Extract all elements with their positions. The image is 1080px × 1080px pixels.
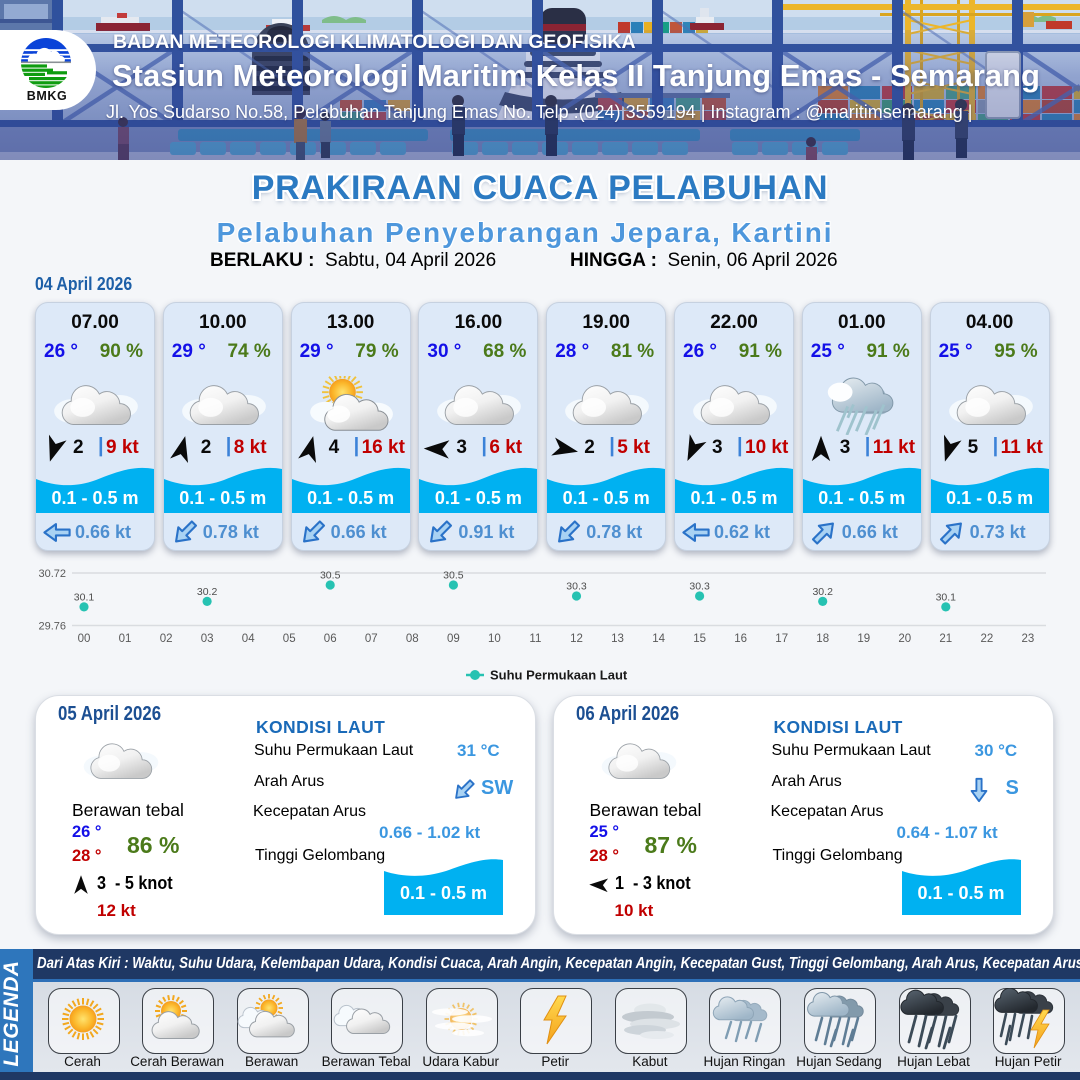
svg-text:17: 17 xyxy=(775,633,788,645)
svg-text:19: 19 xyxy=(857,633,870,645)
svg-text:15: 15 xyxy=(693,633,706,645)
svg-text:07: 07 xyxy=(365,633,378,645)
svg-text:18: 18 xyxy=(816,633,829,645)
svg-text:30.2: 30.2 xyxy=(812,586,833,598)
svg-text:05: 05 xyxy=(283,633,296,645)
svg-text:14: 14 xyxy=(652,633,665,645)
svg-text:30.3: 30.3 xyxy=(689,581,710,593)
svg-text:00: 00 xyxy=(78,633,91,645)
svg-text:30.1: 30.1 xyxy=(74,591,95,603)
svg-text:30.5: 30.5 xyxy=(443,570,464,582)
svg-text:29.76: 29.76 xyxy=(38,621,66,633)
svg-text:30.72: 30.72 xyxy=(38,568,66,580)
svg-text:02: 02 xyxy=(160,633,173,645)
svg-text:04: 04 xyxy=(242,633,255,645)
svg-text:Suhu Permukaan Laut: Suhu Permukaan Laut xyxy=(490,668,628,683)
svg-text:06: 06 xyxy=(324,633,337,645)
svg-text:30.5: 30.5 xyxy=(320,570,341,582)
svg-text:10: 10 xyxy=(488,633,501,645)
svg-text:30.3: 30.3 xyxy=(566,581,587,593)
svg-text:30.1: 30.1 xyxy=(936,591,957,603)
svg-text:16: 16 xyxy=(734,633,747,645)
svg-text:03: 03 xyxy=(201,633,214,645)
svg-text:01: 01 xyxy=(119,633,132,645)
svg-text:08: 08 xyxy=(406,633,419,645)
svg-text:09: 09 xyxy=(447,633,460,645)
svg-text:22: 22 xyxy=(981,633,994,645)
svg-text:23: 23 xyxy=(1022,633,1035,645)
svg-text:11: 11 xyxy=(529,633,541,645)
svg-text:12: 12 xyxy=(570,633,583,645)
svg-text:30.2: 30.2 xyxy=(197,586,218,598)
svg-text:21: 21 xyxy=(939,633,952,645)
svg-text:20: 20 xyxy=(898,633,911,645)
svg-text:13: 13 xyxy=(611,633,624,645)
